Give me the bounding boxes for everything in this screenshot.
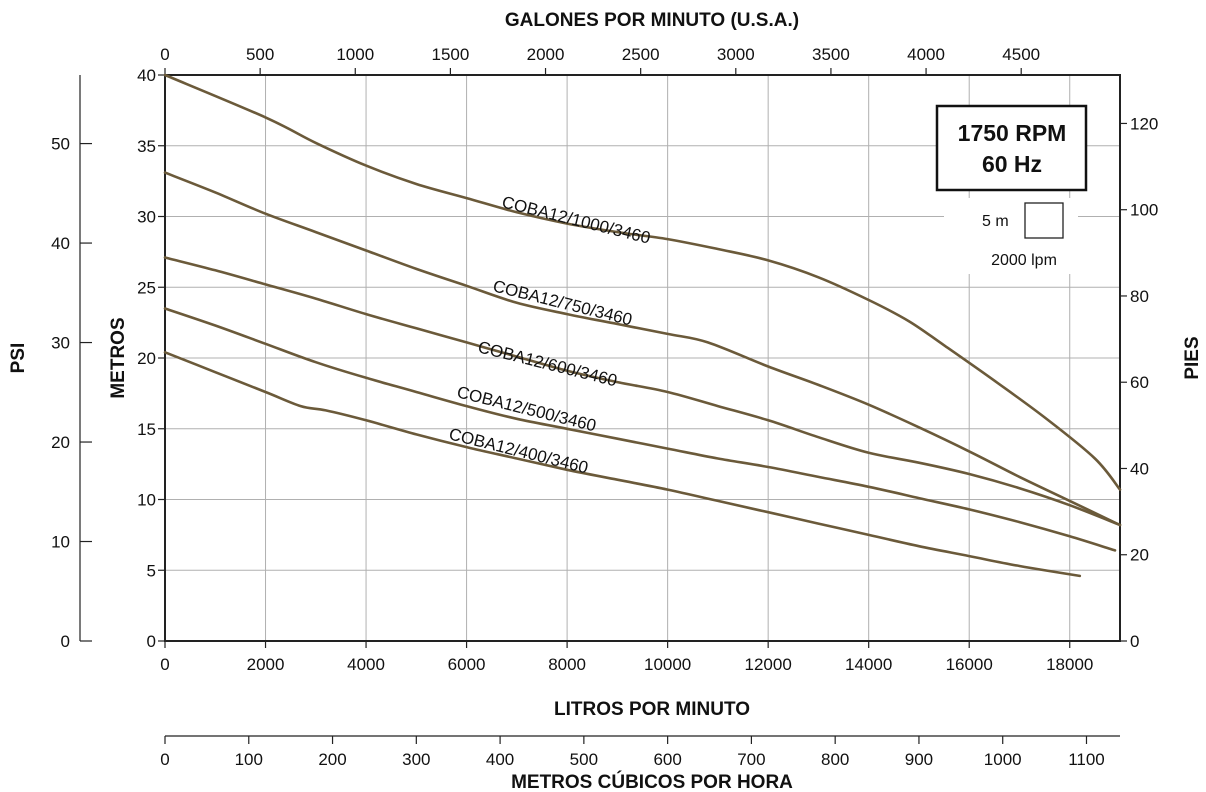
- rpm-label: 1750 RPM: [958, 120, 1067, 146]
- feet-tick-label: 40: [1130, 459, 1149, 478]
- meters-tick-label: 40: [137, 66, 156, 85]
- m3h-tick-label: 900: [905, 750, 933, 769]
- gpm-tick-label: 3500: [812, 45, 850, 64]
- scale-flow-label: 2000 lpm: [991, 252, 1057, 269]
- curve-label-750: COBA12/750/3460: [491, 276, 634, 329]
- m3h-tick-label: 400: [486, 750, 514, 769]
- lpm-tick-label: 14000: [845, 655, 892, 674]
- scale-square: [1024, 202, 1064, 239]
- frequency-label: 60 Hz: [982, 151, 1042, 177]
- m3h-tick-label: 200: [318, 750, 346, 769]
- meters-tick-label: 30: [137, 208, 156, 227]
- m3h-axis: 0 100 200 300 400 500 600 700 800 900 1000 1100: [160, 735, 1120, 769]
- lpm-tick-label: 12000: [745, 655, 792, 674]
- curve-label-600: COBA12/600/3460: [476, 337, 619, 390]
- gpm-tick-label: 1500: [431, 45, 469, 64]
- far-left-axis-title: PSI: [8, 343, 29, 374]
- meters-tick-label: 0: [147, 632, 156, 651]
- pump-curves: [163, 73, 1122, 578]
- feet-tick-label: 20: [1130, 546, 1149, 565]
- scale-legend: 5 m 2000 lpm: [944, 198, 1078, 274]
- psi-tick-label: 40: [51, 234, 70, 253]
- lpm-tick-label: 0: [160, 655, 169, 674]
- gpm-tick-label: 2500: [622, 45, 660, 64]
- pump-curve-0: [163, 73, 1122, 491]
- feet-axis-ticks: 0 20 40 60 80 100 120: [1120, 114, 1158, 651]
- m3h-tick-label: 100: [235, 750, 263, 769]
- pump-curve-3: [163, 307, 1117, 552]
- meters-tick-label: 20: [137, 349, 156, 368]
- curve-label-400: COBA12/400/3460: [447, 424, 590, 477]
- lpm-tick-label: 10000: [644, 655, 691, 674]
- m3h-tick-label: 600: [653, 750, 681, 769]
- gpm-tick-label: 4000: [907, 45, 945, 64]
- bottom-axis-title: LITROS POR MINUTO: [554, 699, 750, 720]
- psi-tick-label: 30: [51, 334, 70, 353]
- lpm-tick-label: 18000: [1046, 655, 1093, 674]
- m3h-tick-label: 1000: [984, 750, 1022, 769]
- lpm-tick-label: 8000: [548, 655, 586, 674]
- lpm-axis-ticks: 0 2000 4000 6000 8000 10000 12000 14000 16000 180…: [160, 641, 1093, 674]
- secondary-bottom-axis-title: METROS CÚBICOS POR HORA: [511, 771, 793, 792]
- lpm-tick-label: 16000: [946, 655, 993, 674]
- meters-tick-label: 10: [137, 491, 156, 510]
- meters-tick-label: 5: [147, 561, 156, 580]
- psi-tick-label: 10: [51, 533, 70, 552]
- m3h-tick-label: 1100: [1068, 750, 1105, 769]
- gpm-tick-label: 3000: [717, 45, 755, 64]
- m3h-tick-label: 0: [160, 750, 169, 769]
- feet-tick-label: 100: [1130, 201, 1158, 220]
- psi-tick-label: 0: [61, 632, 70, 651]
- gpm-tick-label: 500: [246, 45, 274, 64]
- lpm-tick-label: 6000: [448, 655, 486, 674]
- lpm-tick-label: 2000: [247, 655, 285, 674]
- feet-tick-label: 0: [1130, 632, 1139, 651]
- top-axis-title: GALONES POR MINUTO (U.S.A.): [505, 10, 799, 31]
- gpm-tick-label: 0: [160, 45, 169, 64]
- m3h-tick-label: 700: [737, 750, 765, 769]
- meters-tick-label: 25: [137, 278, 156, 297]
- meters-tick-label: 15: [137, 420, 156, 439]
- gpm-axis-ticks: 0 500 1000 1500 2000 2500 3000 3500 4000 4500: [160, 45, 1040, 75]
- feet-tick-label: 120: [1130, 114, 1158, 133]
- right-axis-title: PIES: [1182, 336, 1203, 379]
- left-axis-title: METROS: [108, 317, 129, 398]
- gpm-tick-label: 1000: [336, 45, 374, 64]
- m3h-tick-label: 800: [821, 750, 849, 769]
- pump-curve-1: [163, 171, 1122, 527]
- m3h-tick-label: 500: [570, 750, 598, 769]
- feet-tick-label: 60: [1130, 373, 1149, 392]
- psi-axis: 0 10 20 30 40 50: [51, 75, 92, 651]
- curve-labels: COBA12/1000/3460 COBA12/750/3460 COBA12/…: [447, 192, 652, 477]
- gpm-tick-label: 2000: [527, 45, 565, 64]
- gpm-tick-label: 4500: [1002, 45, 1040, 64]
- pump-curve-4: [163, 351, 1082, 578]
- rpm-badge-frame: [935, 104, 1088, 192]
- lpm-tick-label: 4000: [347, 655, 385, 674]
- curve-label-1000: COBA12/1000/3460: [500, 192, 652, 247]
- scale-height-label: 5 m: [982, 213, 1009, 230]
- rpm-badge: 1750 RPM 60 Hz: [935, 104, 1088, 192]
- psi-tick-label: 20: [51, 433, 70, 452]
- meters-tick-label: 35: [137, 137, 156, 156]
- feet-tick-label: 80: [1130, 287, 1149, 306]
- pump-curve-2: [163, 256, 1122, 527]
- meters-axis-ticks: 0 5 10 15 20 25 30 35 40: [137, 66, 165, 651]
- m3h-tick-label: 300: [402, 750, 430, 769]
- psi-tick-label: 50: [51, 135, 70, 154]
